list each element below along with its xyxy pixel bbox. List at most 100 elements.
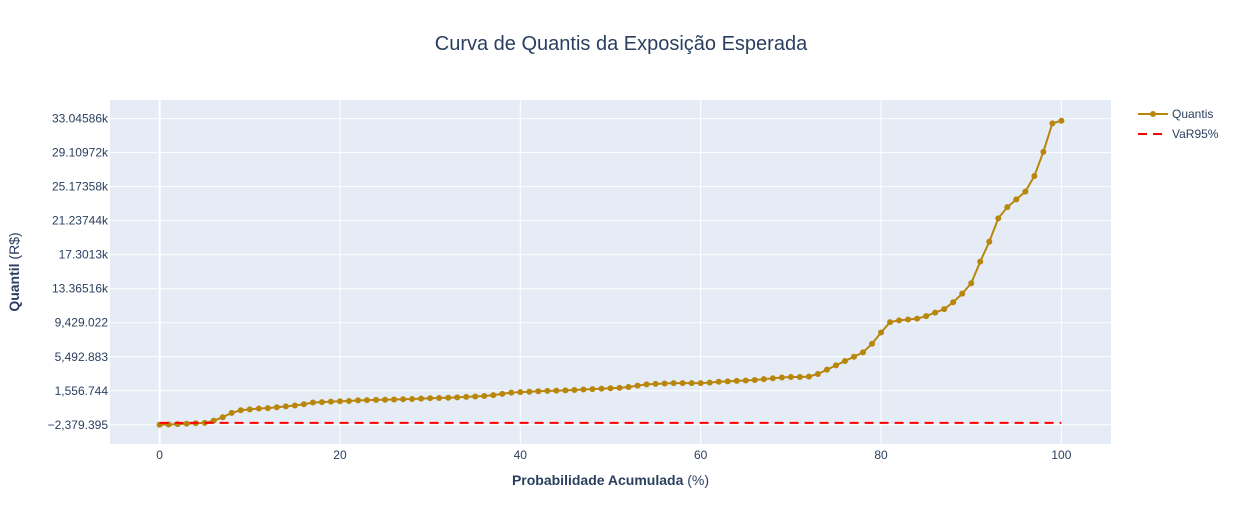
y-axis-title: Quantil (R$) [6,232,22,311]
legend-item-var95[interactable]: VaR95% [1138,127,1219,141]
data-point [832,362,839,369]
data-point [670,380,677,387]
data-point [688,380,695,387]
data-point [869,340,876,347]
y-tick-label: 29.10972k [52,146,109,160]
data-point [932,309,939,316]
x-axis-title-main: Probabilidade Acumulada [512,472,684,488]
data-point [977,258,984,265]
data-point [336,398,343,405]
data-point [607,385,614,392]
data-point [454,394,461,401]
y-tick-label: 21.23744k [52,214,109,228]
y-tick-label: −2,379.395 [48,418,109,432]
data-point [364,397,371,404]
legend-label-quantis: Quantis [1172,107,1213,121]
data-point [742,377,749,384]
data-point [391,396,398,403]
data-point [805,373,812,380]
data-point [950,299,957,306]
legend: Quantis VaR95% [1138,107,1219,141]
y-axis-title-unit: (R$) [6,232,22,263]
data-point [896,317,903,324]
plot-background [110,100,1111,444]
data-point [183,420,190,427]
y-tick-label: 5,492.883 [55,350,109,364]
data-point [923,313,930,320]
x-tick-label: 40 [514,448,528,462]
data-point [535,388,542,395]
series-layer [156,117,1065,428]
data-point [553,387,560,394]
data-point [427,395,434,402]
data-point [995,215,1002,222]
x-axis-title-unit: (%) [683,472,709,488]
data-point [850,353,857,360]
data-point [887,319,894,326]
data-point [796,374,803,381]
data-point [841,358,848,365]
data-point [544,387,551,394]
data-point [418,395,425,402]
data-point [643,381,650,388]
data-point [598,385,605,392]
data-point [409,396,416,403]
data-point [526,388,533,395]
data-point [490,392,497,399]
data-point [878,329,885,336]
data-point [769,375,776,382]
data-point [814,370,821,377]
data-point [499,390,506,397]
x-tick-labels: 0 20 40 60 80 100 [156,448,1071,462]
data-point [373,396,380,403]
data-point [273,404,280,411]
data-point [508,389,515,396]
data-point [1022,188,1029,195]
x-tick-label: 60 [694,448,708,462]
data-point [787,374,794,381]
data-point [1031,173,1038,180]
data-point [1040,148,1047,155]
y-tick-label: 17.3013k [59,248,109,262]
data-point [860,349,866,356]
data-point [823,366,830,373]
data-point [941,306,948,313]
data-point [724,378,731,385]
data-point [625,383,632,390]
data-point [300,401,307,408]
data-point [760,376,767,383]
data-point [905,316,912,323]
data-point [1013,196,1020,203]
data-point [246,406,253,413]
data-point [751,377,758,384]
data-point [517,389,524,396]
data-point [697,380,704,387]
data-point [237,407,244,414]
data-point [291,402,298,409]
data-point [914,315,921,322]
data-point [327,398,334,405]
data-point [463,393,470,400]
data-point [309,399,316,406]
data-point [355,397,361,404]
data-point [228,409,235,416]
data-point [652,380,659,387]
data-point [382,396,389,403]
y-tick-label: 9,429.022 [55,316,109,330]
y-axis-title-main: Quantil [6,263,22,311]
data-point [589,386,596,393]
data-point [1058,117,1065,124]
x-tick-label: 0 [156,448,163,462]
y-tick-label: 33.04586k [52,112,109,126]
data-point [1004,204,1011,211]
data-point [219,414,226,421]
data-point [472,393,479,400]
data-point [1049,120,1056,127]
data-point [733,377,740,384]
gridlines [110,100,1111,444]
data-point [318,399,325,406]
y-tick-label: 13.36516k [52,282,109,296]
legend-item-quantis[interactable]: Quantis [1138,107,1213,121]
data-point [968,280,975,287]
data-point [255,405,262,412]
